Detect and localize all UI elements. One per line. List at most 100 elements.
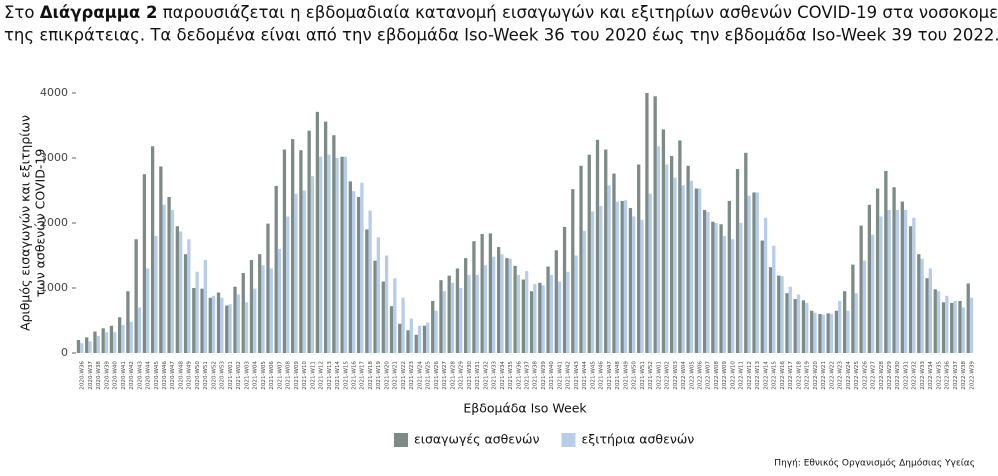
x-tick-group: 2021-W09: [294, 361, 300, 390]
bar: [829, 314, 834, 353]
bar: [653, 96, 657, 353]
bar: [933, 289, 937, 353]
bar: [541, 285, 545, 353]
x-tick-group: 2020-W50: [195, 361, 201, 390]
x-tick-label: 2021-W30: [467, 361, 473, 390]
x-tick-group: 2021-W03: [244, 361, 250, 390]
x-tick-label: 2021-W41: [557, 361, 563, 390]
bar: [447, 275, 451, 353]
bar: [216, 292, 221, 353]
x-tick-group: 2021-W05: [261, 361, 267, 390]
bar: [208, 297, 212, 353]
x-tick-label: 2021-W01: [228, 361, 234, 390]
bar: [187, 239, 191, 353]
x-tick-group: 2021-W19: [376, 361, 382, 390]
x-tick-group: 2020-W36: [80, 361, 86, 390]
x-tick-group: 2021-W08: [286, 361, 292, 390]
y-tick-label: 1000: [40, 281, 68, 294]
bar: [711, 221, 715, 353]
bar: [401, 297, 405, 353]
bar: [417, 325, 422, 353]
bar: [500, 254, 504, 353]
bar: [681, 185, 685, 353]
x-tick-group: 2022-W28: [879, 361, 885, 390]
x-tick-label: 2021-W17: [360, 361, 366, 390]
bar: [908, 226, 913, 353]
x-tick-group: 2021-W17: [360, 361, 366, 390]
bar: [780, 276, 784, 353]
x-tick-group: 2022-W33: [920, 361, 926, 390]
bar: [282, 149, 287, 353]
x-tick-label: 2021-W28: [450, 361, 456, 390]
bar: [261, 265, 265, 353]
bar: [722, 236, 727, 353]
bar: [96, 336, 100, 353]
bar: [928, 268, 932, 353]
bar: [562, 226, 567, 353]
x-tick-group: 2022-W21: [821, 361, 827, 390]
x-tick-label: 2021-W03: [244, 361, 250, 390]
x-tick-group: 2020-W49: [187, 361, 193, 390]
bar: [175, 226, 179, 353]
bar: [203, 260, 207, 353]
x-tick-group: 2022-W14: [763, 361, 769, 390]
bar: [875, 188, 880, 353]
x-tick-label: 2021-W31: [475, 361, 481, 390]
bar: [464, 258, 468, 353]
bar: [134, 239, 138, 353]
y-tick-label: 2000: [40, 216, 68, 229]
x-tick-group: 2020-W45: [154, 361, 160, 390]
bar: [788, 286, 792, 353]
x-tick-group: 2022-W03: [673, 361, 679, 390]
x-tick-group: 2020-W48: [178, 361, 184, 390]
x-tick-label: 2021-W06: [269, 361, 275, 390]
x-tick-label: 2020-W51: [203, 361, 209, 390]
bar: [669, 156, 674, 353]
x-tick-label: 2022-W03: [673, 361, 679, 390]
x-tick-group: 2021-W43: [574, 361, 580, 390]
bar: [689, 180, 694, 353]
bar: [170, 210, 175, 353]
bar: [109, 325, 114, 353]
bar: [274, 185, 278, 353]
x-tick-group: 2021-W46: [599, 361, 605, 390]
bar: [291, 139, 295, 353]
x-tick-label: 2021-W33: [492, 361, 498, 390]
x-tick-label: 2021-W51: [640, 361, 646, 390]
bar: [620, 200, 624, 353]
bar: [785, 293, 789, 353]
x-tick-label: 2021-W15: [343, 361, 349, 390]
x-tick-label: 2022-W34: [928, 361, 934, 390]
x-tick-label: 2021-W07: [277, 361, 283, 390]
bar: [879, 216, 883, 353]
bar: [266, 223, 270, 353]
x-tick-group: 2022-W39: [969, 361, 975, 390]
bar: [961, 307, 965, 353]
x-tick-label: 2021-W38: [533, 361, 539, 390]
x-tick-label: 2022-W14: [763, 361, 769, 390]
bar: [599, 206, 603, 353]
bar: [431, 301, 435, 353]
x-tick-label: 2020-W42: [129, 361, 135, 390]
x-tick-label: 2022-W06: [698, 361, 704, 390]
x-tick-group: 2020-W47: [170, 361, 176, 390]
bar: [546, 266, 550, 353]
bar: [80, 343, 84, 353]
x-tick-group: 2022-W38: [961, 361, 967, 390]
x-tick-group: 2021-W07: [277, 361, 283, 390]
x-tick-group: 2021-W25: [426, 361, 432, 390]
intro-line-1: Στο Διάγραμμα 2 παρουσιάζεται η εβδομαδι…: [4, 3, 998, 22]
x-tick-group: 2022-W23: [838, 361, 844, 390]
intro-line-2: της επικράτειας. Τα δεδομένα είναι από τ…: [4, 26, 998, 45]
legend-label: εξιτήρια ασθενών: [581, 432, 694, 447]
bar: [492, 256, 496, 353]
x-tick-group: 2021-W39: [541, 361, 547, 390]
bar: [258, 254, 262, 353]
bar: [747, 195, 751, 353]
bar: [327, 154, 331, 353]
bar: [310, 176, 315, 353]
bar: [340, 156, 344, 353]
x-tick-label: 2021-W13: [327, 361, 333, 390]
x-tick-label: 2021-W25: [426, 361, 432, 390]
x-tick-group: 2020-W52: [211, 361, 217, 390]
